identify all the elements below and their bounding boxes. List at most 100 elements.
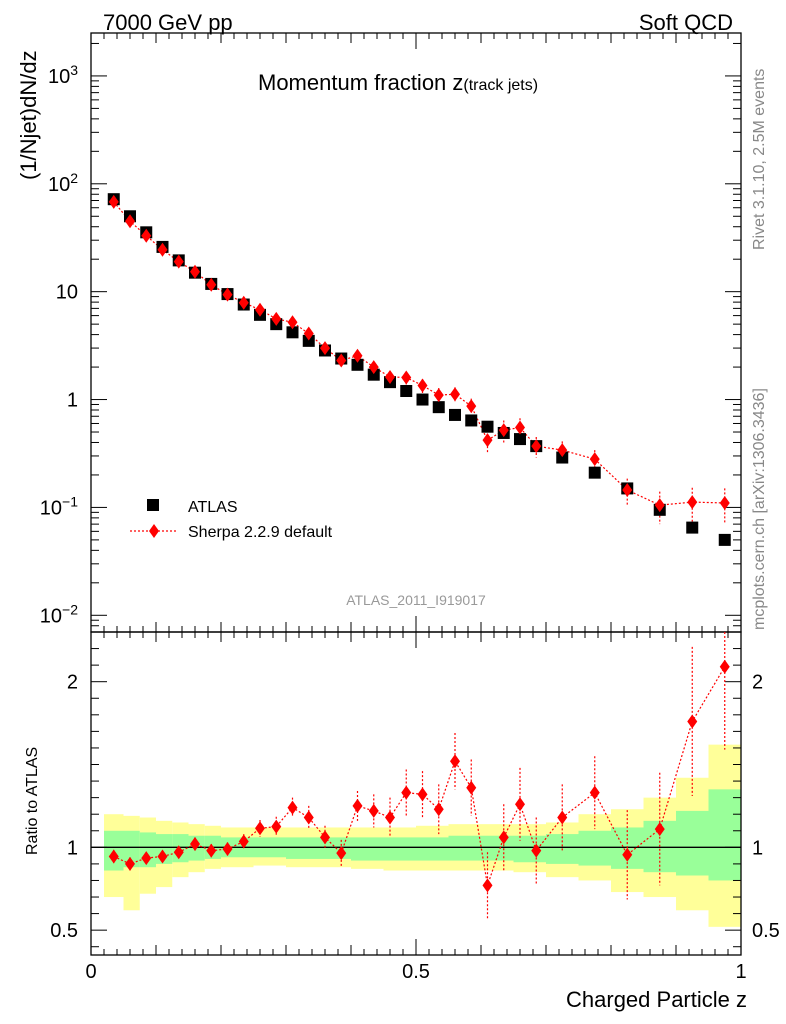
ratio-point [336, 846, 347, 861]
ratio-point [320, 830, 330, 845]
ratio-point [401, 785, 412, 800]
atlas-point [481, 420, 494, 433]
atlas-point [449, 408, 461, 421]
legend-sherpa-label: Sherpa 2.2.9 default [188, 524, 333, 541]
ratio-point [687, 714, 698, 729]
ratio-point [433, 802, 444, 817]
sherpa-point [433, 388, 444, 403]
sherpa-point [320, 341, 330, 356]
sherpa-point [287, 315, 298, 330]
x-tick-label: 0 [85, 961, 96, 983]
ratio-point [125, 856, 135, 871]
atlas-point [465, 414, 478, 427]
sherpa-point [352, 348, 363, 363]
ratio-band-inner [383, 837, 416, 861]
ratio-point [654, 822, 665, 837]
energy-label: 7000 GeV pp [103, 10, 233, 35]
ratio-point [108, 849, 119, 864]
ratio-band-inner [351, 837, 384, 861]
ratio-point [173, 845, 184, 860]
ratio-point [255, 821, 265, 836]
sherpa-point [238, 295, 249, 310]
atlas-point [367, 368, 380, 381]
sherpa-point [417, 378, 428, 393]
ratio-point [417, 787, 428, 802]
ratio-point [303, 810, 314, 825]
ratio-band-inner [481, 835, 514, 861]
main-y-axis-title: (1/Njet)dN/dz [16, 50, 41, 180]
sherpa-point [622, 483, 633, 498]
sherpa-point [108, 194, 119, 209]
source-label: mcplots.cern.ch [arXiv:1306.3436] [751, 388, 768, 630]
ratio-band-inner [448, 835, 481, 861]
atlas-point [302, 334, 315, 347]
ratio-y-tick-label-right: 1 [752, 837, 763, 859]
ratio-point [719, 659, 730, 674]
sherpa-point [515, 420, 525, 435]
sherpa-point [255, 302, 265, 317]
ratio-line [113, 666, 726, 886]
ratio-point [206, 843, 217, 858]
ratio-point [238, 834, 249, 849]
legend-sherpa-marker [149, 524, 159, 538]
sherpa-point [157, 242, 168, 257]
sherpa-point [719, 495, 730, 510]
atlas-point [416, 393, 429, 406]
ratio-band-inner [578, 830, 611, 866]
ratio-band-inner [708, 789, 741, 881]
ratio-y-axis-title: Ratio to ATLAS [24, 747, 41, 855]
sherpa-point [557, 443, 568, 458]
ratio-plot-frame [90, 631, 742, 956]
main-y-tick-label: 103 [48, 62, 78, 88]
ratio-point [557, 810, 568, 825]
ratio-band-inner [123, 830, 140, 868]
main-y-tick-label: 10−2 [40, 601, 78, 627]
ratio-point [287, 800, 298, 815]
ratio-point [157, 849, 168, 864]
ratio-point [531, 843, 542, 858]
sherpa-point [190, 264, 200, 279]
ratio-y-tick-label-left: 1 [67, 837, 78, 859]
ratio-point [466, 780, 477, 795]
sherpa-point [654, 498, 665, 513]
sherpa-point [222, 287, 233, 302]
atlas-point [432, 401, 445, 414]
atlas-point [400, 385, 413, 398]
ratio-band-inner [676, 810, 709, 876]
atlas-point [556, 451, 569, 464]
sherpa-point [173, 254, 184, 269]
ratio-point [450, 754, 460, 769]
atlas-point [286, 326, 299, 339]
sherpa-point [482, 433, 493, 448]
atlas-point [686, 521, 699, 534]
sherpa-point [498, 423, 509, 438]
ratio-point [141, 851, 152, 866]
x-tick-label: 0.5 [402, 961, 430, 983]
legend-atlas-label: ATLAS [188, 499, 238, 516]
ratio-point [222, 841, 233, 856]
plot-title: Momentum fraction z(track jets) [258, 70, 538, 95]
main-y-tick-label: 1 [67, 390, 78, 412]
ratio-point [515, 797, 525, 812]
x-tick-label: 1 [735, 961, 746, 983]
ratio-uncertainty-bands [91, 744, 741, 927]
process-label: Soft QCD [639, 10, 733, 35]
legend: ATLAS Sherpa 2.2.9 default [130, 499, 333, 541]
ratio-point [589, 785, 600, 800]
ratio-point [368, 803, 379, 818]
sherpa-point [450, 387, 460, 402]
ratio-point [482, 878, 493, 893]
sherpa-point [206, 277, 217, 292]
main-plot-frame [90, 32, 742, 633]
sherpa-point [401, 370, 412, 385]
ratio-band-inner [416, 837, 449, 861]
main-y-tick-label: 10 [56, 282, 78, 304]
sherpa-point [271, 311, 282, 326]
ratio-band-inner [286, 837, 319, 859]
plot-title-suffix: (track jets) [463, 77, 538, 94]
ratio-y-tick-label-left: 0.5 [50, 920, 78, 942]
ratio-band-inner [513, 835, 546, 863]
sherpa-point [303, 326, 314, 341]
ratio-point [498, 830, 509, 845]
